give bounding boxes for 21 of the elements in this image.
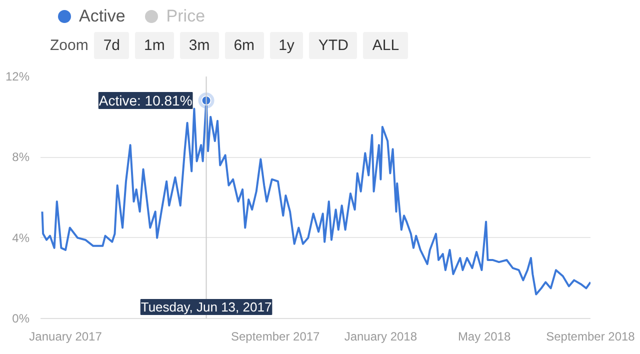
y-tick-label: 4%	[12, 230, 30, 245]
x-tick-label: January 2017	[29, 330, 102, 344]
legend-label: Price	[166, 6, 206, 26]
x-tick-label: May 2018	[458, 330, 511, 344]
x-tick-label: September 2017	[230, 330, 320, 344]
y-tick-label: 12%	[5, 70, 30, 84]
annotation: Active: 10.81%	[98, 92, 192, 108]
x-tick-label: January 2018	[344, 330, 418, 344]
text: 3m	[180, 32, 219, 60]
ref-line-label: Tuesday, Jun 13, 2017	[140, 300, 272, 314]
text: ALL	[363, 32, 408, 60]
text: Zoom	[50, 37, 88, 54]
text: YTD	[309, 32, 358, 60]
legend-label: Active	[79, 6, 126, 26]
text: 1m	[135, 32, 174, 60]
y-tick-label: 0%	[12, 312, 30, 326]
text: 1y	[270, 32, 304, 60]
y-tick-label: 8%	[12, 150, 30, 164]
text: 7d	[94, 32, 130, 60]
x-tick-label: September 2018	[546, 330, 636, 344]
text: 6m	[224, 32, 264, 60]
